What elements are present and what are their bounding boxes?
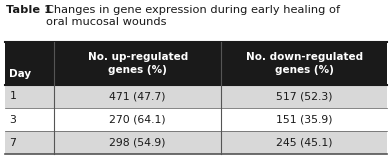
Bar: [221, 131, 387, 154]
Text: 3: 3: [9, 115, 16, 125]
Bar: [54, 85, 221, 108]
Bar: [54, 108, 221, 131]
Bar: [221, 85, 387, 108]
Text: Day: Day: [9, 69, 31, 79]
Bar: [5, 131, 54, 154]
Bar: [5, 108, 54, 131]
Text: 517 (52.3): 517 (52.3): [276, 91, 332, 101]
Text: No. up-regulated
genes (%): No. up-regulated genes (%): [87, 52, 188, 75]
Text: 245 (45.1): 245 (45.1): [276, 138, 332, 148]
Text: 1: 1: [9, 91, 16, 101]
Text: Changes in gene expression during early healing of
oral mucosal wounds: Changes in gene expression during early …: [46, 5, 340, 27]
Bar: [54, 42, 221, 85]
Text: 7: 7: [9, 138, 16, 148]
Text: 298 (54.9): 298 (54.9): [109, 138, 166, 148]
Bar: [54, 131, 221, 154]
Bar: [221, 108, 387, 131]
Text: No. down-regulated
genes (%): No. down-regulated genes (%): [245, 52, 363, 75]
Bar: [5, 42, 54, 85]
Text: 471 (47.7): 471 (47.7): [109, 91, 166, 101]
Bar: [221, 42, 387, 85]
Text: 151 (35.9): 151 (35.9): [276, 115, 332, 125]
Text: 270 (64.1): 270 (64.1): [109, 115, 166, 125]
Bar: [5, 85, 54, 108]
Text: Table 1: Table 1: [6, 5, 52, 15]
